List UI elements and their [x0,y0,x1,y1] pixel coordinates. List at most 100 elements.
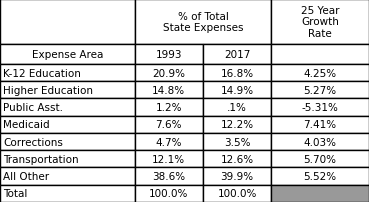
Bar [0,150,135,168]
Bar [0,150,135,168]
Text: 5.27%: 5.27% [304,85,337,95]
Bar [135,133,203,150]
Bar [271,82,369,99]
Bar [203,150,271,168]
Bar [135,99,203,116]
Text: 4.25%: 4.25% [304,68,337,78]
Bar [135,99,203,116]
Bar [0,185,135,202]
Text: 12.6%: 12.6% [221,154,254,164]
Bar [203,99,271,116]
Bar [135,150,203,168]
Bar [271,168,369,185]
Bar [271,133,369,150]
Text: 100.0%: 100.0% [217,188,257,198]
Bar [203,133,271,150]
Bar [135,44,203,65]
Text: Medicaid: Medicaid [3,120,49,130]
Bar [271,65,369,82]
Bar [271,116,369,133]
Text: All Other: All Other [3,171,49,181]
Bar [135,185,203,202]
Bar [0,82,135,99]
Text: Total: Total [3,188,27,198]
Bar [0,168,135,185]
Bar [203,185,271,202]
Bar [135,168,203,185]
Text: 5.52%: 5.52% [304,171,337,181]
Bar [271,116,369,133]
Bar [135,168,203,185]
Text: 25 Year
Growth
Rate: 25 Year Growth Rate [301,6,339,39]
Bar [135,185,203,202]
Text: K-12 Education: K-12 Education [3,68,81,78]
Bar [0,0,135,44]
Text: 12.2%: 12.2% [221,120,254,130]
Bar [135,82,203,99]
Bar [135,0,271,44]
Text: Corrections: Corrections [3,137,63,147]
Text: 14.8%: 14.8% [152,85,185,95]
Text: 20.9%: 20.9% [152,68,185,78]
Bar [135,116,203,133]
Bar [271,150,369,168]
Bar [203,44,271,65]
Bar [203,65,271,82]
Text: Expense Area: Expense Area [32,49,103,60]
Text: 12.1%: 12.1% [152,154,185,164]
Text: 38.6%: 38.6% [152,171,185,181]
Bar [135,65,203,82]
Bar [0,185,135,202]
Bar [271,168,369,185]
Bar [203,168,271,185]
Bar [271,99,369,116]
Bar [203,99,271,116]
Bar [271,0,369,44]
Text: 100.0%: 100.0% [149,188,189,198]
Bar [0,116,135,133]
Text: .1%: .1% [227,103,247,113]
Text: 4.03%: 4.03% [304,137,337,147]
Bar [203,116,271,133]
Bar [135,150,203,168]
Bar [271,185,369,202]
Bar [0,65,135,82]
Bar [203,44,271,65]
Text: 16.8%: 16.8% [221,68,254,78]
Text: 2017: 2017 [224,49,250,60]
Bar [0,65,135,82]
Bar [0,133,135,150]
Text: % of Total
State Expenses: % of Total State Expenses [163,12,243,33]
Bar [135,133,203,150]
Bar [0,0,135,44]
Bar [271,133,369,150]
Bar [203,133,271,150]
Bar [271,185,369,202]
Bar [271,0,369,44]
Bar [203,82,271,99]
Bar [203,65,271,82]
Bar [0,82,135,99]
Bar [203,168,271,185]
Bar [203,150,271,168]
Bar [0,133,135,150]
Bar [135,65,203,82]
Text: Transportation: Transportation [3,154,79,164]
Text: 39.9%: 39.9% [221,171,254,181]
Text: 7.6%: 7.6% [156,120,182,130]
Bar [0,116,135,133]
Text: 5.70%: 5.70% [304,154,337,164]
Text: Higher Education: Higher Education [3,85,93,95]
Text: 14.9%: 14.9% [221,85,254,95]
Bar [135,0,271,44]
Bar [135,44,203,65]
Bar [135,116,203,133]
Bar [0,168,135,185]
Bar [271,44,369,65]
Text: 7.41%: 7.41% [304,120,337,130]
Bar [0,99,135,116]
Bar [203,82,271,99]
Text: 4.7%: 4.7% [156,137,182,147]
Bar [135,82,203,99]
Text: Public Asst.: Public Asst. [3,103,63,113]
